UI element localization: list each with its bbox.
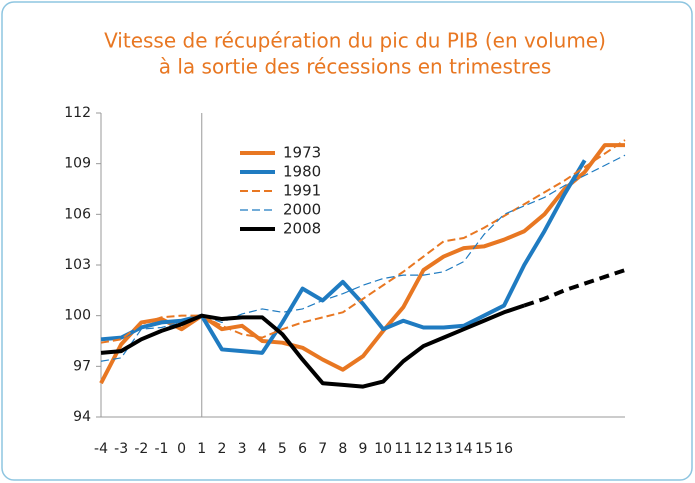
x-tick-label: 0 xyxy=(177,441,186,457)
x-tick-label: 14 xyxy=(455,441,473,457)
x-tick-label: 13 xyxy=(435,441,453,457)
x-tick-label: 8 xyxy=(338,441,347,457)
x-tick-label: 2 xyxy=(217,441,226,457)
y-tick-label: 94 xyxy=(73,409,91,425)
x-tick-label: 3 xyxy=(238,441,247,457)
y-tick-label: 109 xyxy=(64,156,91,172)
x-tick-label: -1 xyxy=(154,441,168,457)
legend-label: 1973 xyxy=(283,144,321,162)
x-tick-label: 1 xyxy=(197,441,206,457)
series-line xyxy=(523,268,626,308)
series-line xyxy=(99,143,625,385)
x-tick-label: -2 xyxy=(134,441,148,457)
x-tick-label: 7 xyxy=(318,441,327,457)
x-tick-label: 9 xyxy=(359,441,368,457)
y-tick-label: 106 xyxy=(64,206,91,222)
series-line xyxy=(100,139,626,344)
y-tick-label: 112 xyxy=(64,105,91,121)
x-tick-label: 11 xyxy=(394,441,412,457)
legend-label: 2000 xyxy=(283,201,321,219)
y-tick-label: 100 xyxy=(64,308,91,324)
x-tick-label: 4 xyxy=(258,441,267,457)
chart-subtitle: à la sortie des récessions en trimestres xyxy=(159,55,552,79)
x-tick-label: 12 xyxy=(415,441,433,457)
legend-label: 1991 xyxy=(283,182,321,200)
legend-label: 1980 xyxy=(283,163,321,181)
series-line xyxy=(100,159,587,355)
y-tick-label: 97 xyxy=(73,358,91,374)
series-line xyxy=(100,303,525,389)
x-tick-label: -3 xyxy=(114,441,128,457)
x-tick-label: -4 xyxy=(94,441,108,457)
chart-title: Vitesse de récupération du pic du PIB (e… xyxy=(104,29,606,53)
x-tick-label: 16 xyxy=(495,441,513,457)
y-tick-label: 103 xyxy=(64,257,91,273)
x-tick-label: 6 xyxy=(298,441,307,457)
legend-label: 2008 xyxy=(283,220,321,238)
x-tick-label: 10 xyxy=(374,441,392,457)
x-tick-label: 5 xyxy=(278,441,287,457)
x-tick-label: 15 xyxy=(475,441,493,457)
